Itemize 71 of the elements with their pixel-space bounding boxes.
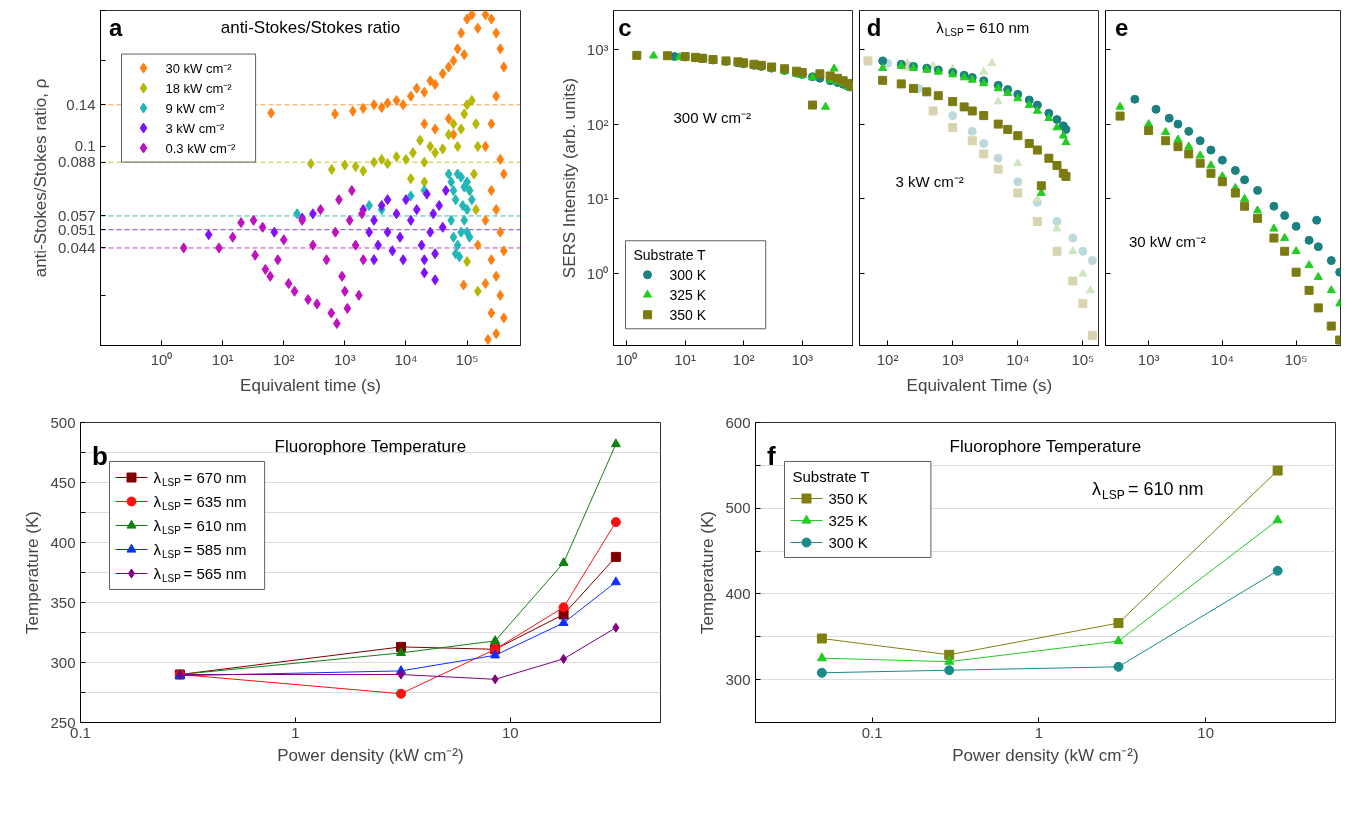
x-tick-label: 10⁰ [615, 350, 638, 368]
y-tick-label: 450 [50, 473, 76, 491]
legend-label: 0.3 kW cm⁻² [165, 140, 236, 156]
legend-label: 30 kW cm⁻² [165, 60, 233, 76]
x-tick-label: 1 [1034, 723, 1044, 741]
y-axis-title: Temperature (K) [698, 511, 718, 634]
x-tick-label: 10 [1197, 723, 1215, 741]
annotation: 30 kW cm⁻² [1129, 233, 1206, 251]
x-tick-label: 10⁵ [455, 350, 479, 368]
x-tick-label: 10⁰ [150, 350, 173, 368]
y-tick-label: 500 [725, 499, 751, 517]
x-axis-title: Equivalent Time (s) [906, 375, 1053, 395]
x-tick-label: 10¹ [674, 350, 696, 368]
y-axis-title: Temperature (K) [23, 511, 43, 634]
y-tick-label: 10⁰ [586, 265, 609, 283]
x-axis-title: Power density (kW cm⁻²) [277, 745, 464, 765]
x-tick-label: 10⁵ [1284, 350, 1308, 368]
y-axis-title: SERS Intensity (arb. units) [559, 77, 579, 279]
y-tick-label: 10² [586, 115, 609, 133]
y-tick-label: 0.088 [57, 153, 96, 171]
x-tick-label: 10² [876, 350, 899, 368]
y-tick-label: 300 [725, 670, 751, 688]
legend-label: 300 K [828, 534, 868, 551]
y-tick-label: 300 [50, 653, 76, 671]
text: Fluorophore Temperature [949, 437, 1142, 456]
x-axis-title: Equivalent time (s) [240, 375, 381, 395]
y-tick-label: 0.1 [74, 137, 96, 155]
legend-label: 300 K [669, 266, 707, 283]
x-tick-label: 10³ [1137, 350, 1160, 368]
x-tick-label: 10³ [791, 350, 814, 368]
x-tick-label: 10⁴ [1006, 350, 1030, 368]
annotation: c [618, 13, 632, 41]
x-tick-label: 10⁵ [1071, 350, 1095, 368]
y-tick-label: 10¹ [586, 190, 609, 208]
legend-label: 9 kW cm⁻² [165, 100, 226, 116]
y-tick-label: 10³ [586, 40, 609, 58]
x-tick-label: 10³ [334, 350, 356, 368]
y-tick-label: 0.044 [57, 238, 96, 256]
text: Fluorophore Temperature [274, 437, 467, 456]
legend-label: 3 kW cm⁻² [165, 120, 226, 136]
annotation: 3 kW cm⁻² [895, 172, 964, 190]
x-tick-label: 10⁴ [394, 350, 418, 368]
x-tick-label: 0.1 [861, 723, 883, 741]
y-tick-label: 400 [50, 533, 76, 551]
x-tick-label: 1 [291, 723, 300, 741]
x-tick-label: 10² [272, 350, 295, 368]
x-tick-label: 10 [501, 723, 519, 741]
y-tick-label: 400 [725, 584, 751, 602]
x-axis-title: Power density (kW cm⁻²) [952, 745, 1139, 765]
y-tick-label: 0.14 [66, 95, 96, 113]
legend-title: Substrate T [792, 468, 870, 485]
y-tick-label: 350 [50, 593, 76, 611]
legend-title: Substrate T [633, 246, 707, 263]
x-tick-label: 10¹ [211, 350, 234, 368]
annotation: e [1114, 13, 1129, 41]
legend-label: 325 K [669, 286, 707, 303]
annotation: d [866, 13, 882, 41]
legend-label: 350 K [669, 306, 707, 323]
annotation: 300 W cm⁻² [673, 109, 752, 127]
legend-label: 325 K [828, 512, 868, 529]
chart-title: anti-Stokes/Stokes ratio [220, 17, 401, 37]
annotation: f [767, 440, 777, 471]
annotation: b [92, 440, 108, 471]
y-tick-label: 500 [50, 413, 76, 431]
x-tick-label: 10³ [941, 350, 964, 368]
y-axis-title: anti-Stokes/Stokes ratio, ρ [30, 78, 50, 278]
legend-label: 350 K [828, 490, 868, 507]
annotation: a [108, 13, 123, 41]
y-tick-label: 600 [725, 413, 751, 431]
x-tick-label: 10⁴ [1210, 350, 1234, 368]
legend-label: 18 kW cm⁻² [165, 80, 233, 96]
